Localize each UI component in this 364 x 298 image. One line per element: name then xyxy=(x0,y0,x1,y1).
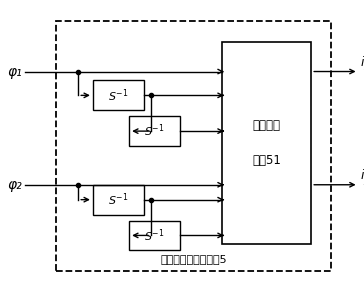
Text: 模糊神经网络逆系统5: 模糊神经网络逆系统5 xyxy=(161,254,227,264)
Bar xyxy=(93,185,144,215)
Bar xyxy=(56,21,331,271)
Text: φ₁: φ₁ xyxy=(7,65,22,78)
Text: $S^{-1}$: $S^{-1}$ xyxy=(145,227,165,244)
Bar xyxy=(222,42,311,244)
Text: 网络51: 网络51 xyxy=(252,154,281,167)
Text: $i_x^*$: $i_x^*$ xyxy=(360,54,364,74)
Text: φ₂: φ₂ xyxy=(7,178,22,192)
Bar xyxy=(93,80,144,110)
Text: $i_y^*$: $i_y^*$ xyxy=(360,166,364,188)
Bar xyxy=(129,221,180,250)
Text: $S^{-1}$: $S^{-1}$ xyxy=(108,191,128,208)
Text: $S^{-1}$: $S^{-1}$ xyxy=(145,123,165,139)
Bar xyxy=(129,116,180,146)
Text: 模糊神经: 模糊神经 xyxy=(253,119,281,132)
Text: $S^{-1}$: $S^{-1}$ xyxy=(108,87,128,104)
